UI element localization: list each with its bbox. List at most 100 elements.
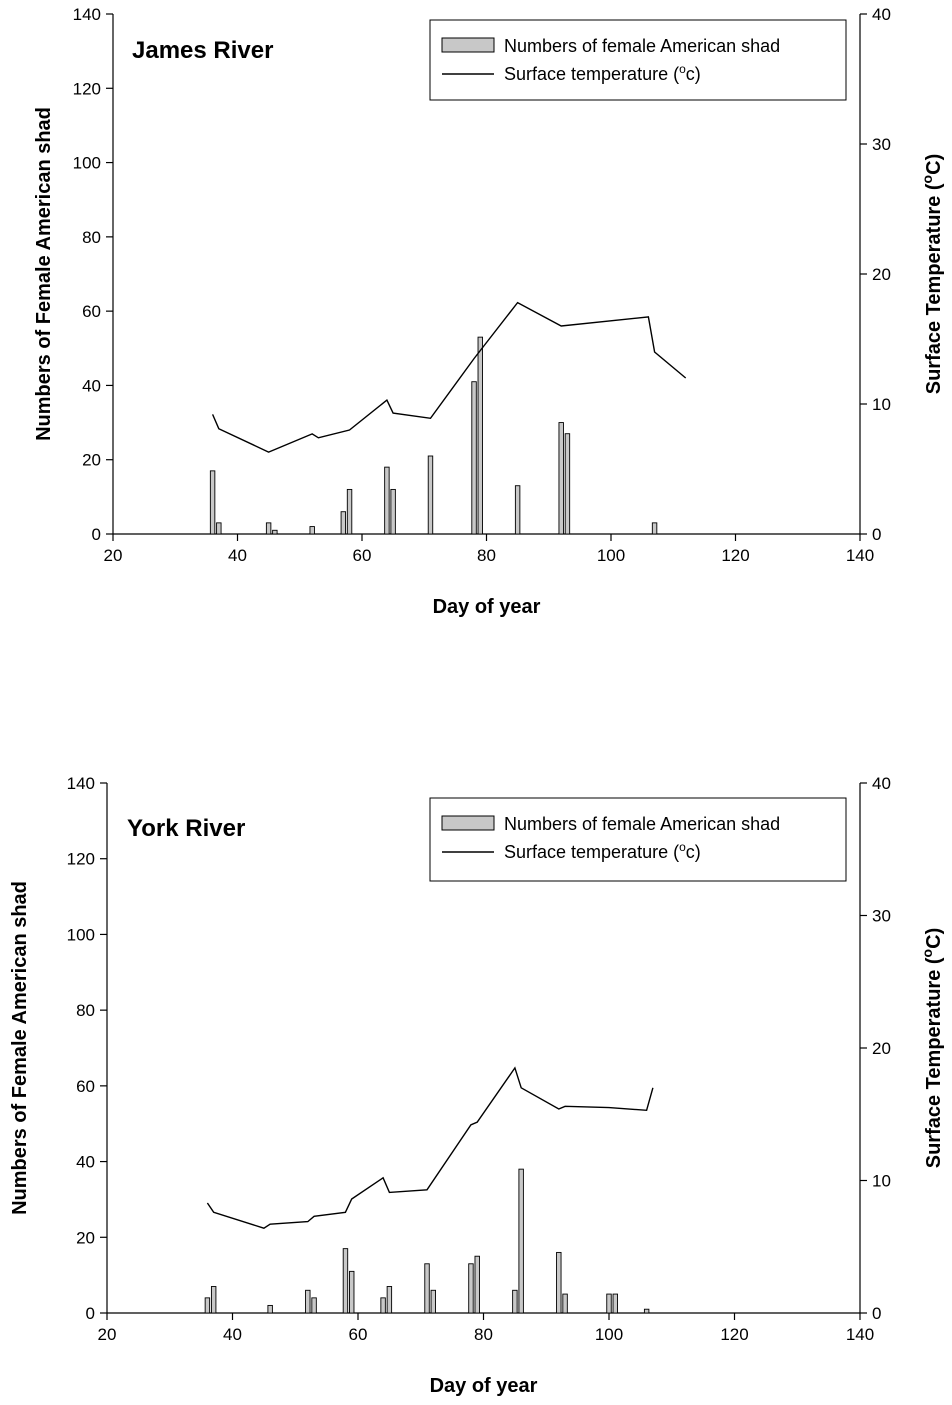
bar [309,526,315,535]
x-tick-label: 20 [104,546,123,565]
bar [471,381,477,535]
y-right-axis-title-part: Surface Temperature ( [923,183,945,394]
y-left-tick-label: 100 [73,154,101,173]
y-left-tick-label: 20 [82,451,101,470]
x-tick-label: 120 [721,546,749,565]
bar [390,488,396,535]
legend-swatch-bar [441,37,495,53]
y-left-tick-label: 40 [82,376,101,395]
bar [564,433,571,535]
y-right-tick-label: 20 [872,265,891,284]
x-tick-label: 140 [846,1325,874,1344]
bar [612,1293,618,1314]
x-tick-label: 20 [98,1325,117,1344]
bar [556,1251,562,1314]
y-left-tick-label: 40 [76,1153,95,1172]
x-axis-title: Day of year [430,1375,538,1397]
y-right-tick-label: 0 [872,1304,881,1323]
bar [346,488,353,535]
legend: Numbers of female American shad Surface t… [429,797,847,882]
legend-label-line: Surface temperature (oc) [504,840,701,862]
x-tick-label: 100 [597,546,625,565]
bar [340,511,347,535]
bar [265,522,272,535]
y-right-axis-title-tail: C) [923,928,945,949]
legend-label-line-part: Surface temperature ( [504,842,679,862]
x-tick-label: 80 [477,546,496,565]
bar [512,1289,518,1314]
bar [216,522,222,535]
bar [651,522,658,535]
legend: Numbers of female American shad Surface t… [429,19,847,101]
legend-label-bars: Numbers of female American shad [504,36,780,56]
bar [474,1255,480,1314]
legend-box [429,797,847,882]
y-left-tick-label: 100 [67,925,95,944]
bar [380,1297,386,1314]
bar [643,1308,650,1314]
y-left-axis-title: Numbers of Female American shad [9,881,31,1215]
bar [349,1270,355,1314]
x-tick-label: 100 [595,1325,623,1344]
bar [562,1293,568,1314]
y-left-tick-label: 0 [92,525,101,544]
y-left-tick-label: 20 [76,1228,95,1247]
legend-label-line-superscript: o [679,840,686,854]
legend-label-line-tail: c) [686,64,701,84]
y-right-axis-title-superscript: o [919,949,935,958]
y-left-tick-label: 60 [76,1077,95,1096]
bar [386,1286,393,1314]
bar [267,1304,273,1314]
legend-label-line: Surface temperature (oc) [504,62,701,84]
y-left-tick-label: 140 [73,5,101,24]
y-left-tick-label: 120 [67,850,95,869]
y-left-tick-label: 80 [76,1001,95,1020]
x-tick-label: 60 [353,546,372,565]
bar [518,1168,524,1314]
y-left-tick-label: 60 [82,302,101,321]
y-left-tick-label: 120 [73,79,101,98]
legend-label-bars: Numbers of female American shad [504,814,780,834]
bar [209,470,216,535]
x-tick-label: 40 [228,546,247,565]
y-right-axis-title-tail: C) [923,154,945,175]
legend-label-line-tail: c) [686,842,701,862]
bar [305,1289,311,1314]
y-right-axis-title: Surface Temperature (oC) [919,928,945,1168]
bar [311,1297,317,1314]
x-axis-title: Day of year [433,596,541,618]
y-left-tick-label: 80 [82,228,101,247]
x-tick-label: 140 [846,546,874,565]
x-tick-label: 60 [349,1325,368,1344]
y-left-tick-label: 140 [67,774,95,793]
temperature-line [211,301,687,453]
y-right-tick-label: 30 [872,135,891,154]
y-right-tick-label: 40 [872,774,891,793]
y-right-tick-label: 10 [872,1172,891,1191]
legend-swatch-bar [441,815,495,831]
panel-label: James River [132,37,273,64]
x-tick-label: 120 [720,1325,748,1344]
bar [204,1297,211,1314]
legend-label-line-superscript: o [679,62,686,76]
temperature-line [206,1066,654,1229]
y-right-tick-label: 0 [872,525,881,544]
y-right-axis-title-superscript: o [919,175,935,184]
chart-panel-1: 20 40 60 80 100 120 14002040608010012014001020… [33,5,945,618]
bar [210,1286,217,1314]
y-left-tick-label: 0 [86,1304,95,1323]
legend-label-line-part: Surface temperature ( [504,64,679,84]
bar [427,455,434,535]
x-tick-label: 80 [474,1325,493,1344]
bar [424,1263,430,1314]
bar [606,1293,612,1314]
y-right-tick-label: 10 [872,395,891,414]
bar [477,336,483,535]
bar [342,1248,349,1314]
chart-panel-2: 20 40 60 80 100 120 14002040608010012014001020… [9,774,945,1397]
panel-label: York River [127,815,245,842]
bar [514,485,521,535]
bar [468,1263,474,1314]
y-right-tick-label: 30 [872,907,891,926]
